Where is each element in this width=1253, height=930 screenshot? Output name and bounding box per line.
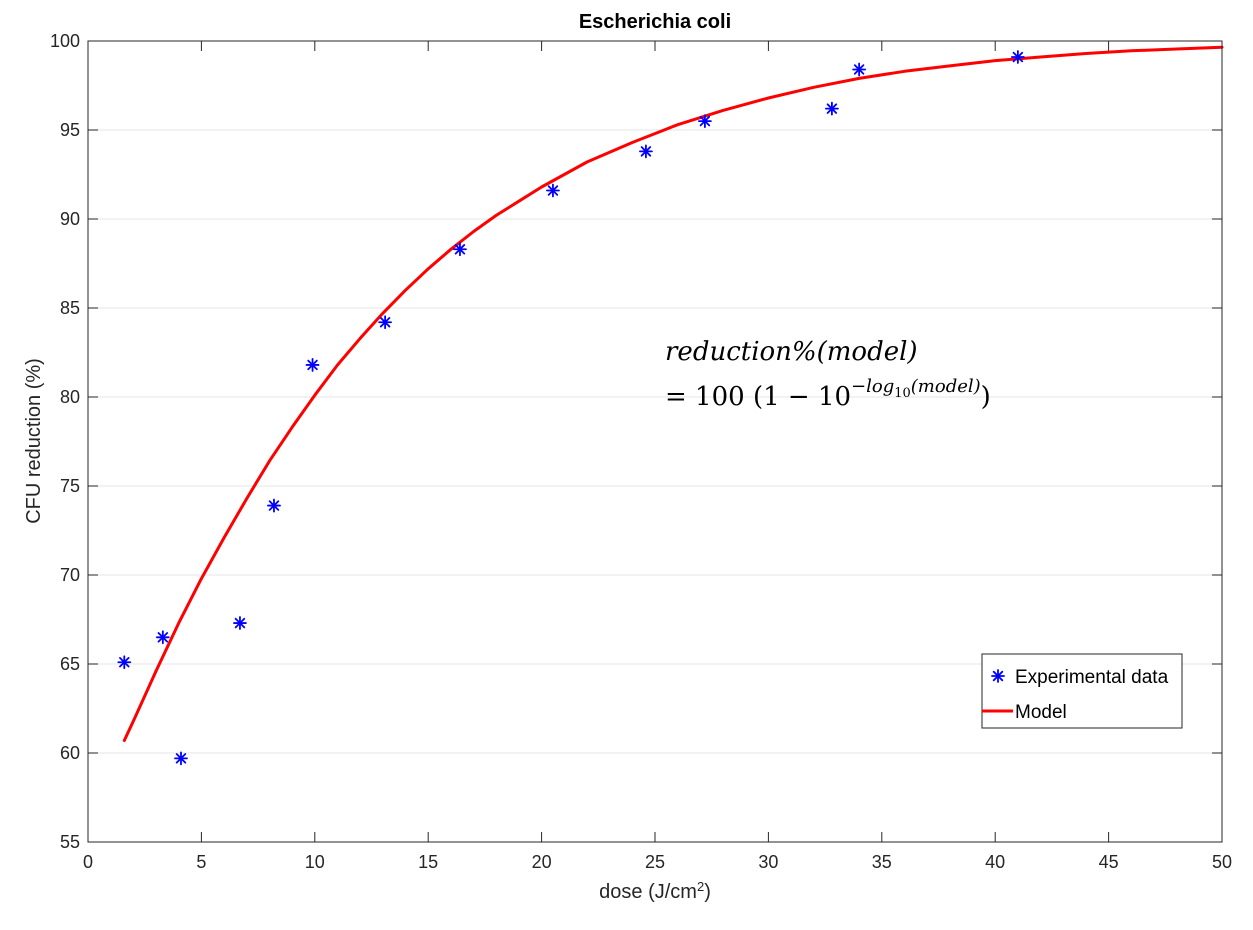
data-point	[117, 655, 132, 670]
equation-exponent-post: (model)	[911, 376, 981, 397]
y-tick-label: 55	[60, 832, 80, 852]
equation-line-2-prefix: = 100 (1 − 10	[665, 382, 851, 412]
x-tick-label: 0	[83, 852, 93, 872]
data-point	[825, 101, 839, 116]
data-point	[233, 616, 247, 630]
equation-line-2-suffix: )	[981, 382, 991, 412]
x-tick-label: 15	[418, 852, 438, 872]
x-tick-label: 40	[985, 852, 1005, 872]
y-tick-label: 75	[60, 476, 80, 496]
y-tick-label: 60	[60, 743, 80, 763]
x-axis-label-main: dose (J/cm	[599, 881, 697, 903]
y-tick-label: 85	[60, 298, 80, 318]
legend-marker-icon	[991, 669, 1005, 683]
equation-annotation: reduction%(model) = 100 (1 − 10−log10(mo…	[665, 337, 991, 412]
grid-lines	[88, 129, 1222, 754]
model-line	[122, 45, 1224, 742]
x-axis-label-end: )	[704, 881, 711, 903]
x-axis-label-superscript: 2	[697, 879, 704, 894]
x-tick-label: 50	[1212, 852, 1232, 872]
legend-label-model: Model	[1015, 702, 1067, 723]
tick-marks	[87, 40, 1223, 843]
x-tick-label: 10	[305, 852, 325, 872]
y-tick-label: 65	[60, 654, 80, 674]
y-tick-label: 95	[60, 120, 80, 140]
legend-label-experimental: Experimental data	[1015, 667, 1169, 688]
y-axis-label: CFU reduction (%)	[23, 358, 45, 524]
legend-marker-experimental	[991, 669, 1005, 683]
legend: Experimental data Model	[981, 653, 1183, 729]
equation-line-1: reduction%(model)	[665, 337, 918, 367]
data-point	[378, 315, 393, 330]
y-tick-labels: 55 60 65 70 75 80 85 90 95 100	[50, 31, 80, 852]
x-tick-label: 45	[1099, 852, 1119, 872]
x-tick-labels: 0 5 10 15 20 25 30 35 40 45 50	[83, 852, 1232, 872]
data-point	[174, 751, 188, 766]
y-tick-label: 70	[60, 565, 80, 585]
data-point	[305, 358, 320, 372]
data-point	[155, 630, 170, 645]
equation-exponent-pre: −log	[851, 376, 894, 397]
x-tick-label: 5	[196, 852, 206, 872]
data-point	[267, 498, 281, 513]
x-tick-label: 25	[645, 852, 665, 872]
data-point	[1010, 50, 1025, 64]
data-point	[697, 114, 712, 128]
data-point	[639, 144, 653, 159]
x-axis-label: dose (J/cm2)	[599, 879, 711, 904]
x-tick-label: 35	[872, 852, 892, 872]
y-tick-label: 100	[50, 31, 80, 51]
legend-box	[981, 653, 1183, 729]
data-point	[546, 183, 560, 198]
model-line-group	[122, 45, 1224, 742]
equation-exponent-sub: 10	[894, 386, 911, 401]
y-tick-label: 90	[60, 209, 80, 229]
y-tick-label: 80	[60, 387, 80, 407]
data-point	[453, 242, 467, 257]
x-tick-label: 20	[532, 852, 552, 872]
data-points	[117, 50, 1025, 766]
x-tick-label: 30	[758, 852, 778, 872]
chart-title: Escherichia coli	[579, 11, 731, 33]
equation-line-2: = 100 (1 − 10−log10(model))	[665, 376, 991, 412]
data-point	[852, 62, 867, 77]
